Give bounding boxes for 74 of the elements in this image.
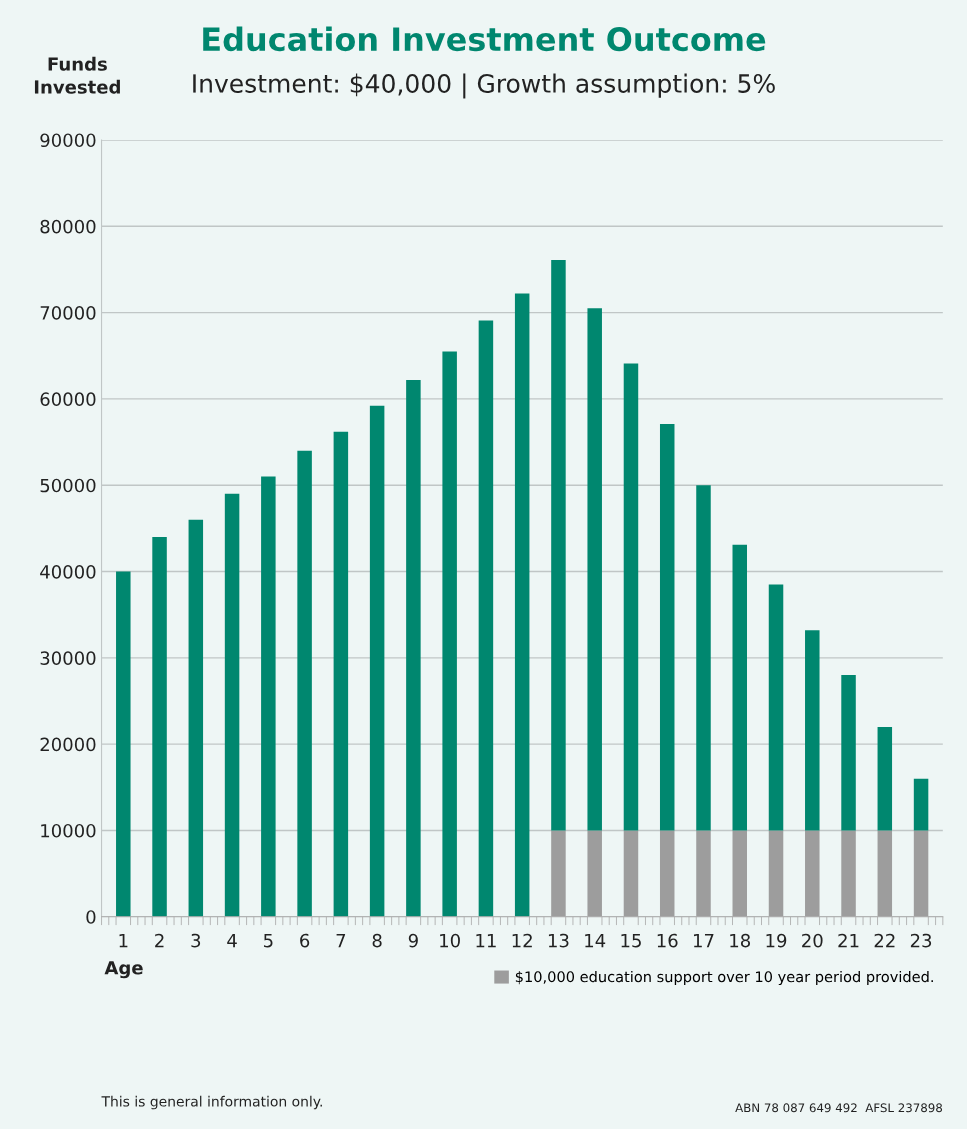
bar [623,363,639,831]
x-tick-label: 13 [548,933,569,948]
y-tick-label: 50000 [40,478,96,493]
bar [732,830,748,917]
bar [551,259,566,831]
x-tick-label: 16 [657,933,678,948]
bar [587,830,602,917]
x-tick-label: 20 [802,933,823,948]
bar [732,544,748,831]
bar [696,485,711,831]
bar [913,778,929,831]
bar [188,519,204,917]
bar [877,726,893,831]
x-tick-label: 2 [155,933,164,948]
x-tick-label: 19 [766,933,787,948]
y-tick-label: 60000 [40,392,96,407]
bar [913,830,929,917]
bar [659,423,675,831]
x-tick-label: 7 [336,933,346,948]
bar [152,537,167,917]
bar [877,830,893,917]
y-axis-title: Funds Invested [34,56,120,94]
y-tick-label: 20000 [40,737,96,752]
x-tick-label: 23 [910,933,932,948]
bar [514,293,530,917]
y-tick-label: 90000 [40,133,96,148]
y-tick-label: 80000 [40,219,96,234]
bar [768,830,784,917]
bar [116,571,131,917]
x-tick-label: 9 [408,933,418,948]
bar [805,830,820,917]
y-tick-label: 30000 [40,651,96,665]
bar [297,450,312,917]
bar [623,830,639,917]
x-tick-label: 18 [730,933,751,948]
x-tick-label: 11 [476,933,496,948]
chart-title: Education Investment Outcome [203,26,766,52]
y-tick-label: 40000 [40,564,96,579]
legend-label: $10,000 education support over 10 year period provided. [515,970,933,986]
bar [659,830,675,917]
x-tick-label: 6 [300,933,310,948]
y-tick-label: 70000 [40,306,96,320]
bar [696,830,711,917]
y-tick-label: 10000 [41,823,96,838]
bar [333,431,349,917]
x-tick-label: 22 [874,933,895,948]
x-axis-title: Age [104,961,143,979]
text: This is general information only. [101,1095,322,1110]
bar [261,476,276,917]
bar [551,830,566,917]
x-tick-label: 3 [191,933,201,948]
bar [768,584,784,831]
y-tick-label: 0 [86,910,96,924]
text: ABN 78 087 649 492 AFSL 237898 [735,1103,943,1113]
x-tick-label: 4 [227,933,237,948]
bar [224,493,240,917]
x-tick-label: 8 [372,933,382,948]
bar [369,405,385,917]
bar [805,630,820,831]
x-tick-label: 10 [440,933,460,948]
bar [841,830,856,917]
bar [478,320,494,917]
x-tick-label: 14 [585,933,606,948]
x-tick-label: 15 [621,933,641,948]
bar [406,379,421,917]
x-tick-label: 5 [263,933,273,948]
bar [587,308,602,831]
x-tick-label: 17 [693,933,714,948]
chart-subtitle: Investment: $40,000 | Growth assumption: 5% [193,73,775,99]
x-tick-label: 12 [512,933,532,948]
bar [442,351,457,917]
x-tick-label: 21 [838,933,859,948]
bar [841,675,856,831]
x-tick-label: 1 [119,933,128,948]
